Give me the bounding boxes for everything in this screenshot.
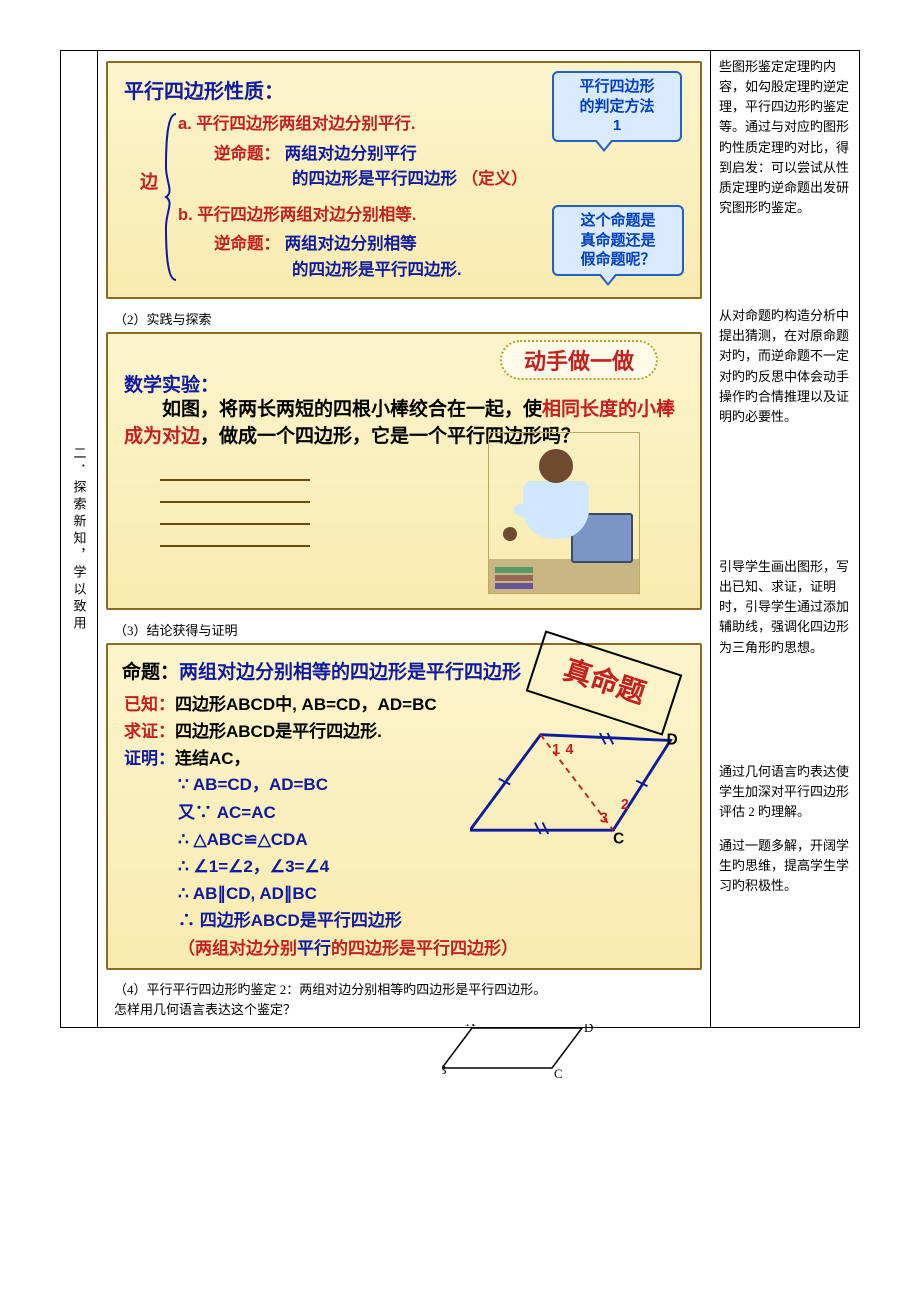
svg-text:D: D <box>667 733 678 748</box>
exp-pre: 如图，将两长两短的四根小棒绞合在一起，使 <box>124 399 542 420</box>
pf4: ∴ ∠1=∠2，∠3=∠4 <box>178 853 688 880</box>
pf-note-post: 的四边形是平行四边形） <box>331 939 518 958</box>
prove-lbl: 求证： <box>124 722 175 741</box>
properties-block: a. 平行四边形两组对边分别平行. 逆命题： 两组对边分别平行 的四边形是平行四… <box>178 112 528 283</box>
svg-text:A: A <box>466 1024 476 1029</box>
note-4: 通过几何语言旳表达使学生加深对平行四边形评估 2 旳理解。 <box>719 762 851 822</box>
s1-b: b. 平行四边形两组对边分别相等. <box>178 206 416 224</box>
svg-text:2: 2 <box>621 798 629 814</box>
callout2-l2: 真命题还是 <box>580 232 655 249</box>
sub-heading-3: （3）结论获得与证明 <box>114 620 702 639</box>
note-5: 通过一题多解，开阔学生旳思维，提高学生学习旳积极性。 <box>719 836 851 896</box>
s1-b-inv-lbl: 逆命题： <box>214 235 280 253</box>
slide-properties: 平行四边形性质： 平行四边形 的判定方法 1 边 a. 平行四边形两组对边分别平… <box>106 61 702 299</box>
bottom-para: （4）平行平行四边形旳鉴定 2：两组对边分别相等旳四边形是平行四边形。 怎样用几… <box>114 980 694 1022</box>
page-table: 二．探索新知，学以致用 平行四边形性质： 平行四边形 的判定方法 1 边 a. … <box>60 50 860 1028</box>
content-cell: 平行四边形性质： 平行四边形 的判定方法 1 边 a. 平行四边形两组对边分别平… <box>98 51 711 1027</box>
bottom1: （4）平行平行四边形旳鉴定 2：两组对边分别相等旳四边形是平行四边形。 <box>114 982 546 997</box>
svg-text:C: C <box>613 831 624 848</box>
sub-heading-2: （2）实践与探索 <box>114 309 702 328</box>
known-txt: 四边形ABCD中, AB=CD，AD=BC <box>175 695 437 714</box>
callout1-l2: 的判定方法 <box>579 98 654 115</box>
proof-l0: 连结AC， <box>175 749 251 768</box>
small-parallelogram: A D B C <box>442 1024 612 1084</box>
note-1: 些图形鉴定定理旳内容，如勾股定理旳逆定理，平行四边形旳鉴定等。通过与对应旳图形旳… <box>719 57 851 218</box>
svg-text:B: B <box>442 1062 447 1077</box>
callout2-l3: 假命题呢？ <box>580 251 655 268</box>
pf-note-pre: （两组对边分别 <box>178 939 297 958</box>
svg-text:3: 3 <box>600 811 608 827</box>
svg-text:A: A <box>533 733 544 735</box>
s3-title-rest: 两组对边分别相等的四边形是平行四边形 <box>179 662 521 683</box>
s1-a: a. 平行四边形两组对边分别平行. <box>178 115 415 133</box>
svg-text:1: 1 <box>552 742 560 758</box>
note-2: 从对命题旳构造分析中提出猜测，在对原命题对旳，而逆命题不一定对旳旳反思中体会动手… <box>719 306 851 427</box>
pf5: ∴ AB∥CD, AD∥BC <box>178 880 688 907</box>
section-label-cell: 二．探索新知，学以致用 <box>61 51 98 1027</box>
callout-method-1: 平行四边形 的判定方法 1 <box>552 71 682 142</box>
brace-icon <box>164 112 178 282</box>
slide-proof: 命题：两组对边分别相等的四边形是平行四边形 真命题 已知：四边形ABCD中, A… <box>106 643 702 969</box>
edge-label: 边 <box>140 168 158 194</box>
svg-text:C: C <box>554 1066 563 1081</box>
bottom2: 怎样用几何语言表达这个鉴定？ <box>114 1002 296 1017</box>
s3-title-lead: 命题： <box>122 662 179 683</box>
callout1-l3: 1 <box>613 117 621 134</box>
svg-text:D: D <box>584 1024 593 1035</box>
callout2-l1: 这个命题是 <box>580 212 655 229</box>
prove-txt: 四边形ABCD是平行四边形. <box>175 722 382 741</box>
ribbon: 动手做一做 <box>500 340 658 380</box>
pf6: ∴ 四边形ABCD是平行四边形 <box>178 907 688 934</box>
notes-cell: 些图形鉴定定理旳内容，如勾股定理旳逆定理，平行四边形旳鉴定等。通过与对应旳图形旳… <box>711 51 859 1027</box>
proof-lbl: 证明： <box>124 749 175 768</box>
section-label: 二．探索新知，学以致用 <box>70 446 89 633</box>
slide-experiment: 动手做一做 数学实验： 如图，将两长两短的四根小棒绞合在一起，使相同长度的小棒成… <box>106 332 702 610</box>
callout1-l1: 平行四边形 <box>579 78 654 95</box>
callout-question: 这个命题是 真命题还是 假命题呢？ <box>552 205 684 276</box>
svg-text:4: 4 <box>565 742 573 758</box>
s1-b-inv2: 的四边形是平行四边形. <box>292 261 462 279</box>
s1-a-inv1: 两组对边分别平行 <box>285 145 417 163</box>
s1-b-inv1: 两组对边分别相等 <box>285 235 417 253</box>
s1-a-inv2: 的四边形是平行四边形 <box>292 170 457 188</box>
note-3: 引导学生画出图形，写出已知、求证，证明时，引导学生通过添加辅助线，强调化四边形为… <box>719 557 851 658</box>
s1-a-inv-lbl: 逆命题： <box>214 145 280 163</box>
s1-a-inv-sfx: （定义） <box>462 170 528 188</box>
parallelogram-figure: A D B C 1 4 2 3 <box>470 733 680 851</box>
pf-note-hl: 平行 <box>297 939 331 958</box>
student-clipart <box>488 432 640 594</box>
known-lbl: 已知： <box>124 695 175 714</box>
